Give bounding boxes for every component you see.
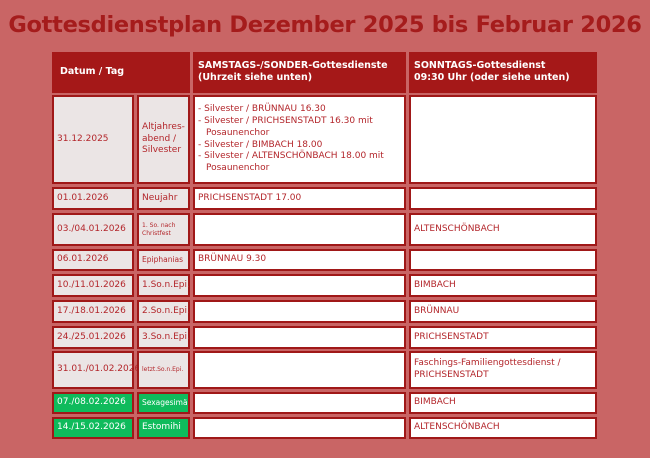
day-cell: 3.So.n.Epi. — [137, 326, 190, 349]
day-cell: Neujahr — [137, 187, 190, 210]
day-cell: Estomihi — [137, 417, 190, 439]
saturday-cell — [193, 326, 406, 349]
header-sunday-title: SONNTAGS-Gottesdienst — [414, 60, 546, 71]
sunday-cell — [409, 95, 597, 184]
header-saturday: SAMSTAGS-/SONDER-Gottesdienste (Uhrzeit s… — [193, 52, 406, 93]
sunday-cell: PRICHSENSTADT — [409, 326, 597, 349]
date-cell: 24./25.01.2026 — [52, 326, 134, 349]
sunday-cell — [409, 187, 597, 210]
date-cell: 07./08.02.2026 — [52, 392, 134, 414]
day-cell: Sexagesimä — [137, 392, 190, 414]
saturday-cell — [193, 274, 406, 297]
date-cell: 06.01.2026 — [52, 249, 134, 271]
day-cell: 1.So.n.Epi. — [137, 274, 190, 297]
header-sunday-note: 09:30 Uhr (oder siehe unten) — [414, 72, 570, 84]
saturday-list-item: - Silvester / PRICHSENSTADT 16.30 mit Po… — [198, 116, 373, 138]
header-sunday: SONNTAGS-Gottesdienst 09:30 Uhr (oder sie… — [409, 52, 597, 93]
saturday-list: - Silvester / BRÜNNAU 16.30- Silvester /… — [198, 104, 401, 174]
sunday-cell: BRÜNNAU — [409, 300, 597, 323]
date-cell: 31.01./01.02.2026 — [52, 351, 140, 389]
header-saturday-title: SAMSTAGS-/SONDER-Gottesdienste — [198, 60, 388, 71]
date-cell: 10./11.01.2026 — [52, 274, 134, 297]
date-cell: 14./15.02.2026 — [52, 417, 134, 439]
sunday-cell: ALTENSCHÖNBACH — [409, 213, 597, 246]
sunday-cell: BIMBACH — [409, 274, 597, 297]
day-cell: 1. So. nach Christfest — [137, 213, 190, 246]
saturday-cell: PRICHSENSTADT 17.00 — [193, 187, 406, 210]
page-title: Gottesdienstplan Dezember 2025 bis Febru… — [8, 12, 642, 38]
date-cell: 01.01.2026 — [52, 187, 134, 210]
saturday-cell — [193, 417, 406, 439]
saturday-cell — [193, 392, 406, 414]
sunday-cell: Faschings-Familiengottesdienst / PRICHSE… — [409, 351, 597, 389]
saturday-list-item: - Silvester / ALTENSCHÖNBACH 18.00 mit P… — [198, 151, 384, 173]
saturday-cell — [193, 300, 406, 323]
date-cell: 17./18.01.2026 — [52, 300, 134, 323]
header-saturday-note: (Uhrzeit siehe unten) — [198, 72, 313, 84]
day-cell: Epiphanias — [137, 249, 190, 271]
sunday-cell: ALTENSCHÖNBACH — [409, 417, 597, 439]
sunday-cell — [409, 249, 597, 271]
date-cell: 03./04.01.2026 — [52, 213, 134, 246]
saturday-cell: - Silvester / BRÜNNAU 16.30- Silvester /… — [193, 95, 406, 184]
header-date: Datum / Tag — [52, 52, 190, 93]
saturday-cell — [193, 351, 406, 389]
saturday-list-item: - Silvester / BIMBACH 18.00 — [198, 139, 323, 150]
day-cell: Altjahres-abend / Silvester — [137, 95, 190, 184]
date-cell: 31.12.2025 — [52, 95, 134, 184]
saturday-list-item: - Silvester / BRÜNNAU 16.30 — [198, 104, 326, 115]
saturday-cell — [193, 213, 406, 246]
day-cell: letzt.So.n.Epi. — [137, 351, 190, 389]
day-cell: 2.So.n.Epi. — [137, 300, 190, 323]
saturday-cell: BRÜNNAU 9.30 — [193, 249, 406, 271]
sunday-cell: BIMBACH — [409, 392, 597, 414]
